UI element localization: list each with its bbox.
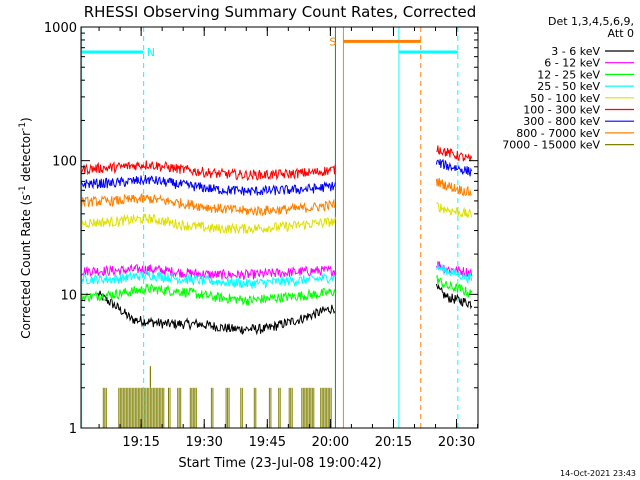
series-segment [80,212,336,234]
legend-entry-label: 25 - 50 keV [537,80,600,93]
y-axis-label-part: detector [19,131,33,186]
high-energy-flag-block [102,387,107,428]
legend-entry-label: 3 - 6 keV [551,45,600,58]
high-energy-flag-block [278,387,281,428]
high-energy-flag-block [189,387,197,428]
legend-entry-label: 50 - 100 keV [530,92,600,105]
flag-label: N [147,46,155,59]
y-tick-label: 1000 [44,21,77,36]
series-line [80,159,473,197]
high-energy-flag-block [268,387,272,428]
series-segment [80,269,336,289]
series-segment [435,178,473,197]
series-segment [436,145,473,162]
legend-title-line: Det 1,3,4,5,6,9, [548,15,634,28]
series-segment [97,290,336,336]
high-energy-flag-block [253,387,257,428]
y-tick-label: 10 [60,288,77,303]
series-segment [435,263,473,285]
y-axis-label-superscript: -1 [18,185,28,194]
series-segment [435,283,473,310]
series-segment [436,202,473,219]
x-axis-ticks: 19:15 19:30 19:45 20:00 20:15 20:30 [98,27,479,450]
legend-entry-label: 7000 - 15000 keV [502,139,600,152]
x-tick-label: 19:30 [185,435,222,450]
series-line [97,283,473,336]
x-tick-label: 20:00 [312,435,349,450]
high-energy-flag-block [118,387,165,428]
high-energy-flag-block [210,387,214,428]
y-axis-ticks: 1 10 100 1000 [44,21,478,437]
y-axis-label-part: ) [19,117,33,122]
series-line [80,202,473,234]
y-tick-label: 1 [69,422,77,437]
legend-entry-label: 100 - 300 keV [523,104,600,117]
x-tick-label: 19:45 [249,435,286,450]
series-segment [435,159,473,177]
series-line [80,263,473,289]
series-segment [80,160,336,181]
series-segment [80,263,336,280]
high-energy-flag-block [301,387,315,428]
x-tick-label: 19:15 [122,435,159,450]
flag-label: S [329,35,336,48]
series-line [80,145,473,181]
plot-frame [80,26,479,429]
high-energy-flag-block [168,387,171,428]
legend-entry-label: 800 - 7000 keV [516,127,600,140]
series-segment [80,174,336,197]
high-energy-flag-block [240,387,243,428]
y-tick-label: 100 [52,155,77,170]
legend-entry-label: 6 - 12 keV [544,57,600,70]
series-line [80,178,473,217]
series-segment [80,283,336,307]
high-energy-flag-block [177,387,182,428]
chart-title: RHESSI Observing Summary Count Rates, Co… [84,3,477,21]
high-energy-flag-block [320,387,332,428]
series-segment [435,274,473,299]
x-tick-label: 20:30 [438,435,475,450]
y-axis-label-part: Corrected Count Rate (s [19,194,33,338]
y-axis-label: Corrected Count Rate (s-1 detector-1) [18,117,33,338]
legend-entry-label: 12 - 25 keV [537,68,600,81]
legend-title-line: Att 0 [608,27,634,40]
x-axis-label: Start Time (23-Jul-08 19:00:42) [178,456,381,471]
high-energy-flag-block [288,387,293,428]
plot-area: NS [80,27,473,428]
legend-entry-label: 300 - 800 keV [523,115,600,128]
series-line [80,274,473,307]
high-energy-flag-block [225,387,230,428]
series-segment [80,192,336,217]
footer-date: 14-Oct-2021 23:43 [560,469,636,478]
x-tick-label: 20:15 [375,435,412,450]
y-axis-label-superscript: -1 [18,122,28,131]
